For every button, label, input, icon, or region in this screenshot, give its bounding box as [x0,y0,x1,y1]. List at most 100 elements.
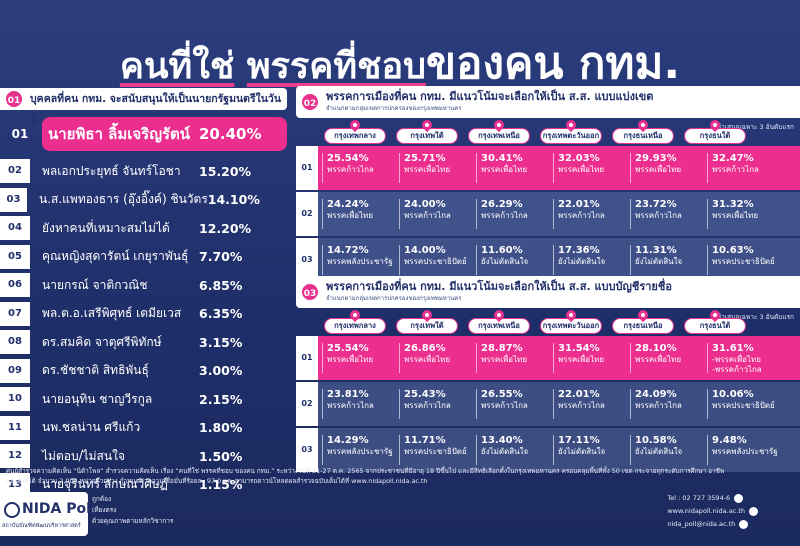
rank-number: 02 [0,159,30,183]
rank-number: 03 [0,187,28,212]
rank-number: 04 [0,216,30,240]
candidate-percent: 6.35% [199,306,243,321]
party-rank-row: 02 24.24% พรรคเพื่อไทย 24.00% พรรคก้าวไกล 26.… [296,192,800,236]
candidate-name: นพ.ชลน่าน ศรีแก้ว [42,420,141,434]
ranking-row: 12 ไม่ตอบ/ไม่สนใจ 1.50% [0,444,287,468]
party-percent: 25.43% [404,389,446,400]
section3-heading: พรรคการเมืองที่คน กทม. มีแนวโน้มจะเลือกใ… [296,276,800,308]
title-part2: พรรคที่ชอบ [246,46,426,87]
party-percent: 10.58% [635,435,677,446]
candidate-name: พล.ต.อ.เสรีพิศุทธ์ เตมียเวส [42,306,182,320]
location-pin-icon [707,117,723,133]
survey-description-line1: ศูนย์สำรวจความคิดเห็น “นิด้าโพล” สำรวจคว… [6,467,725,475]
mail-icon [739,519,749,529]
party-percent: 28.87% [481,343,523,354]
party-name: พรรคประชาธิปัตย์ [404,447,467,456]
section1-heading: บุคคลที่คน กทม. จะสนับสนุนให้เป็นนายกรัฐ… [0,88,287,127]
rank-number: 12 [0,444,30,468]
party-name: พรรคก้าวไกล [635,401,682,410]
party-name: ยังไม่ตัดสินใจ [558,257,606,266]
party-percent: 14.00% [404,245,446,256]
zone-headers: กรุงเทพกลาง กรุงเทพใต้ กรุงเทพเหนือ กรุงเทพ… [324,117,756,146]
party-percent: 32.47% [712,153,754,164]
section2-number-badge: 02 [300,92,320,112]
location-pin-icon [563,117,579,133]
party-cell: 26.86% พรรคเพื่อไทย [399,343,469,373]
candidate-name: ยังหาคนที่เหมาะสมไม่ได้ [42,220,170,235]
party-cell: 25.43% พรรคก้าวไกล [399,389,469,419]
zone-name: กรุงเทพเหนือ [478,321,520,330]
candidate-percent: 14.10% [207,192,260,207]
party-rank-number: 01 [296,146,318,190]
party-percent: 17.11% [558,435,600,446]
party-rank-row: 01 25.54% พรรคเพื่อไทย 26.86% พรรคเพื่อไทย 28… [296,336,800,380]
zone-header: กรุงธนใต้ [684,117,746,144]
zone-name: กรุงเทพตะวันออก [542,131,600,140]
party-cell: 31.61% -พรรคเพื่อไทย -พรรคก้าวไกล [707,343,777,374]
party-percent: 9.48% [712,435,747,446]
party-cell: 24.09% พรรคก้าวไกล [630,389,700,419]
location-pin-icon [347,307,363,323]
party-percent: 22.01% [558,199,600,210]
ranking-row: 11 นพ.ชลน่าน ศรีแก้ว 1.80% [0,415,287,440]
party-cell: 9.48% พรรคพลังประชารัฐ [707,435,778,465]
party-percent: 26.86% [404,343,446,354]
zone-header: กรุงเทพเหนือ [468,117,530,144]
party-percent: 25.71% [404,153,446,164]
party-name: พรรคเพื่อไทย [327,355,374,364]
email-link[interactable]: nida_poll@nida.ac.th [667,520,736,528]
section2-note: *นำเสนอเฉพาะ 3 อันดับแรก [713,123,794,131]
candidate-percent: 1.15% [199,477,243,492]
party-name: พรรคเพื่อไทย [404,165,451,174]
party-cell: 26.29% พรรคก้าวไกล [476,199,546,229]
zone-header: กรุงธนเหนือ [612,117,674,144]
party-percent: 13.40% [481,435,523,446]
phone-text: Tel : 02 727 3594-6 [667,494,731,502]
party-cell: 31.32% พรรคเพื่อไทย [707,199,777,229]
party-cell: 14.72% พรรคพลังประชารัฐ [322,245,393,275]
zone-header: กรุงเทพกลาง [324,117,386,144]
party-rank-row: 01 25.54% พรรคก้าวไกล 25.71% พรรคเพื่อไทย 30.… [296,146,800,190]
party-rank-row: 02 23.81% พรรคก้าวไกล 25.43% พรรคก้าวไกล 26.5… [296,382,800,426]
party-percent: 14.29% [327,435,369,446]
location-pin-icon [491,307,507,323]
party-name: พรรคประชาธิปัตย์ [404,257,467,266]
party-name: พรรคก้าวไกล [712,165,759,174]
survey-description: ศูนย์สำรวจความคิดเห็น “นิด้าโพล” สำรวจคว… [6,466,796,486]
section1-heading-text: บุคคลที่คน กทม. จะสนับสนุนให้เป็นนายกรัฐ… [30,93,282,127]
party-cell: 11.31% ยังไม่ตัดสินใจ [630,245,700,275]
party-cell: 14.00% พรรคประชาธิปัตย์ [399,245,469,275]
party-percent: 25.54% [327,153,369,164]
website-link[interactable]: www.nidapoll.nida.ac.th [667,507,745,515]
location-pin-icon [707,307,723,323]
party-name: ยังไม่ตัดสินใจ [481,257,529,266]
party-rank-number: 01 [296,336,318,380]
party-name: พรรคก้าวไกล [635,211,682,220]
slogan-item: ถูกต้อง [92,495,112,503]
party-percent: 22.01% [558,389,600,400]
zone-name: กรุงเทพกลาง [334,131,376,140]
survey-description-line2: และรายได้ จำนวน 2,000 หน่วยตัวอย่าง กำหน… [6,477,428,485]
party-cell: 24.00% พรรคก้าวไกล [399,199,469,229]
slogan-item: เที่ยงตรง [92,506,117,514]
location-pin-icon [563,307,579,323]
party-percent: 10.06% [712,389,754,400]
party-cell: 26.55% พรรคก้าวไกล [476,389,546,419]
ranking-row: 06 นายกรณ์ จาติกวณิช 6.85% [0,273,287,297]
party-percent: 32.03% [558,153,600,164]
section3-note: *นำเสนอเฉพาะ 3 อันดับแรก [713,313,794,321]
zone-name: กรุงธนเหนือ [623,321,663,330]
candidate-percent: 6.85% [199,277,243,293]
party-cell: 32.03% พรรคเพื่อไทย [553,153,623,183]
ranking-row: 03 น.ส.แพทองธาร (อุ๊งอิ๊งค์) ชินวัตร 14.10… [0,187,287,212]
candidate-percent: 12.20% [199,220,252,236]
candidate-name: นายพิธา ลิ้มเจริญรัตน์ [48,125,191,143]
section3-heading-text: พรรคการเมืองที่คน กทม. มีแนวโน้มจะเลือกใ… [326,280,672,293]
candidate-percent: 3.00% [199,363,243,378]
candidate-name: ดร.ชัชชาติ สิทธิพันธุ์ [42,363,149,377]
party-name: พรรคก้าวไกล [327,401,374,410]
nida-logo-icon [4,502,20,518]
party-name: พรรคเพื่อไทย [558,355,605,364]
candidate-percent: 2.15% [199,391,243,407]
party-percent: 11.31% [635,245,677,256]
